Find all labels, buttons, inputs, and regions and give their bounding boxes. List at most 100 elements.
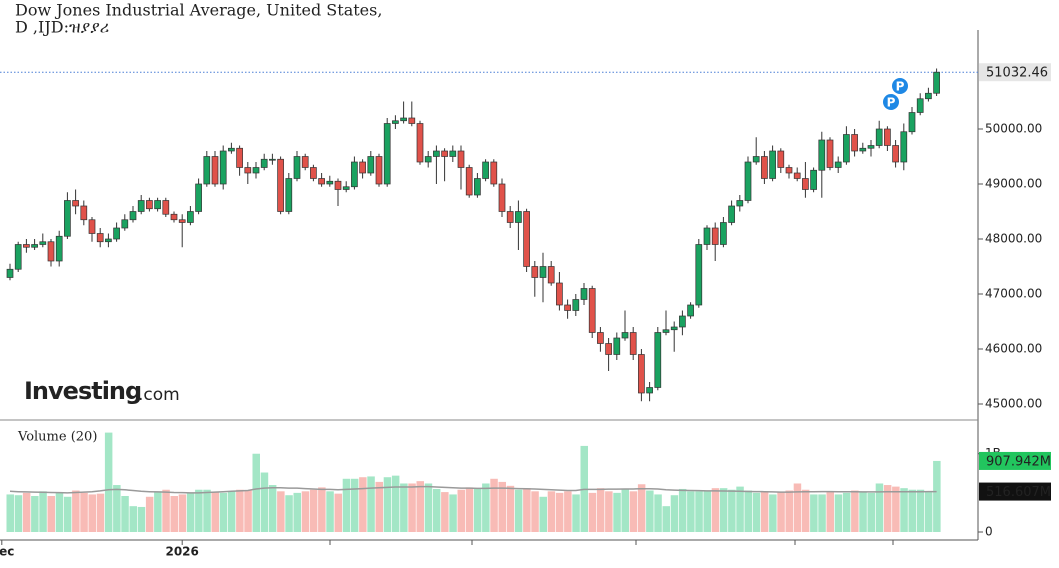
candle-body [277,158,284,212]
candle-body [867,145,875,149]
volume-bar [227,491,236,532]
last-price-label-box [979,63,1051,82]
volume-bar [711,488,720,532]
candle-body [802,178,809,190]
candle-body [203,156,211,185]
candle-body [449,150,457,157]
candle-body [14,244,22,270]
candle-body [564,304,571,311]
candle-body [416,123,424,163]
volume-bar [769,494,777,532]
y-tick-label: 50000.00 [985,121,1042,135]
volume-bar [719,488,728,532]
candle-body [47,241,55,262]
last-ma-label-box [979,482,1051,501]
volume-bar [309,489,318,532]
volume-bar [851,490,859,532]
candle-body [39,241,47,245]
volume-bar [810,494,818,532]
candle-body [383,123,391,185]
candle-body [556,282,563,306]
candle-body [187,211,194,223]
candle-body [933,71,940,94]
volume-bar [596,488,605,532]
volume-bar [785,490,793,532]
candle-body [539,266,547,278]
volume-bar [416,481,424,532]
volume-ma-line [9,485,937,494]
candle-body [310,167,317,179]
candle-body [531,266,539,278]
y-tick-label: 49000.00 [985,176,1042,190]
volume-bar [72,490,80,532]
volume-bar [441,492,449,532]
candle-body [64,200,71,237]
volume-bar [318,487,326,532]
volume-bar [104,432,113,532]
volume-bar [449,494,457,532]
volume-bar [777,492,785,532]
volume-bar [244,490,252,532]
candle-body [137,200,145,212]
candle-body [498,183,506,212]
volume-bar [662,506,670,532]
volume-bar [801,489,810,532]
volume-bar [539,496,547,532]
candle-body [621,332,629,339]
volume-bar [613,492,621,532]
volume-bar [555,492,564,532]
volume-bar [39,491,47,532]
y-tick-label: 46000.00 [985,341,1042,355]
candle-body [23,244,30,248]
volume-bar [933,460,941,532]
volume-bar [285,495,293,532]
candle-body [679,315,686,328]
candle-body [154,200,161,210]
volume-bar [121,496,129,532]
volume-bar [842,492,851,532]
volume-bar [482,483,490,532]
candle-body [465,167,473,196]
candle-body [441,150,448,157]
candle-body [433,150,440,157]
candle-body [260,158,268,168]
candle-body [375,156,383,185]
p-marker: P [896,80,905,94]
candle-body [728,205,735,223]
chart-subtitle: D ,IJD:ዝያያሪ [15,18,109,37]
volume-bar [408,483,416,532]
volume-bar [564,491,572,532]
candle-body [695,244,703,306]
x-tick-label: 2026 [165,545,198,559]
candle-body [506,211,514,223]
volume-bar [572,494,580,532]
volume-bar [383,477,392,532]
volume-bar [670,495,679,532]
volume-bar [621,488,629,532]
candle-body [793,172,801,179]
volume-bar [736,486,744,532]
candle-body [105,238,112,243]
volume-bar [63,496,72,532]
candle-body [818,139,826,171]
volume-bar [236,489,244,532]
candle-body [31,244,38,248]
volume-bar [514,489,523,532]
x-ticks [329,540,894,545]
volume-bar [96,493,105,532]
volume-bar [432,488,441,532]
candle-body [646,387,653,394]
volume-bar [145,496,154,532]
candle-body [113,227,120,240]
candle-body [588,288,596,333]
candle-body [892,145,899,163]
volume-bar [457,489,465,532]
volume-tick-label: 0 [985,525,993,539]
candle-body [843,134,850,163]
candle-body [572,299,580,311]
volume-bar [55,492,64,532]
y-tick-label: 48000.00 [985,231,1042,245]
volume-bar [629,491,638,532]
candle-body [146,200,153,210]
